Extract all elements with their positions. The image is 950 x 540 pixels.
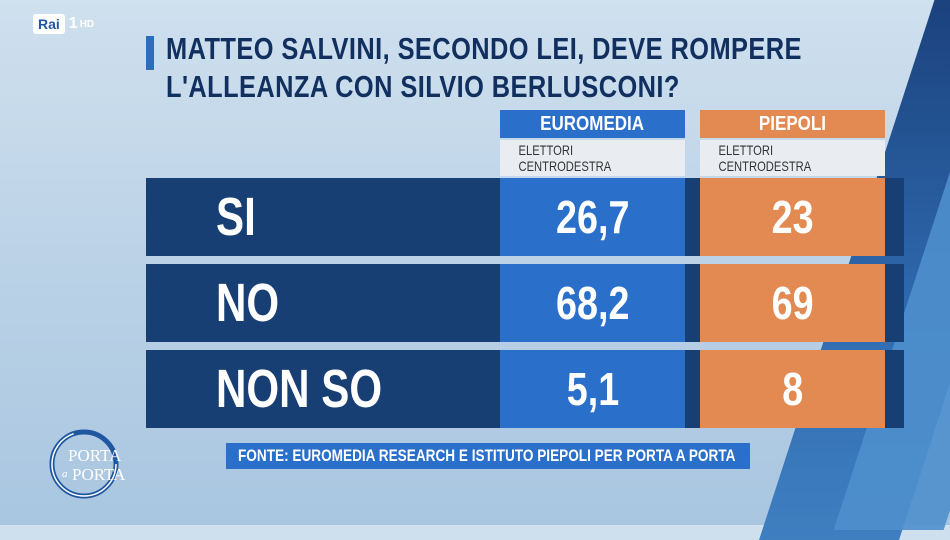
table-row-non-so: NON SO 5,1 8	[146, 350, 904, 428]
title-line-1: MATTEO SALVINI, SECONDO LEI, DEVE ROMPER…	[166, 31, 802, 66]
table-row-no: NO 68,2 69	[146, 264, 904, 342]
logo-text-2: a	[62, 468, 68, 480]
column-header-euromedia: EUROMEDIA	[500, 110, 685, 138]
row-label: SI	[216, 187, 256, 247]
logo-text-3: PORTA	[72, 465, 126, 484]
chart-title: MATTEO SALVINI, SECONDO LEI, DEVE ROMPER…	[166, 30, 802, 106]
channel-logo: Rai 1 HD	[33, 14, 94, 34]
cell-euromedia: 5,1	[500, 350, 685, 428]
logo-ring-highlight	[51, 431, 117, 497]
channel-number: 1	[68, 15, 78, 32]
results-table: SI 26,7 23 NO 68,2 69 NON SO 5,1 8	[146, 178, 904, 436]
table-row-si: SI 26,7 23	[146, 178, 904, 256]
title-line-2: L'ALLEANZA CON SILVIO BERLUSCONI?	[166, 69, 680, 104]
rai-brand: Rai	[33, 14, 65, 34]
channel-quality: HD	[79, 18, 95, 30]
column-subtitle-euromedia: ELETTORI CENTRODESTRA	[500, 140, 685, 176]
row-label: NON SO	[216, 359, 383, 419]
logo-text-1: PORTA	[68, 446, 122, 465]
source-note: FONTE: EUROMEDIA RESEARCH E ISTITUTO PIE…	[226, 443, 750, 469]
title-accent-bar	[146, 36, 154, 70]
porta-a-porta-logo: PORTA a PORTA	[49, 429, 126, 499]
row-label: NO	[216, 273, 280, 333]
cell-piepoli: 69	[700, 264, 885, 342]
cell-piepoli: 8	[700, 350, 885, 428]
column-header-piepoli: PIEPOLI	[700, 110, 885, 138]
cell-euromedia: 26,7	[500, 178, 685, 256]
cell-euromedia: 68,2	[500, 264, 685, 342]
column-subtitle-piepoli: ELETTORI CENTRODESTRA	[700, 140, 885, 176]
cell-piepoli: 23	[700, 178, 885, 256]
